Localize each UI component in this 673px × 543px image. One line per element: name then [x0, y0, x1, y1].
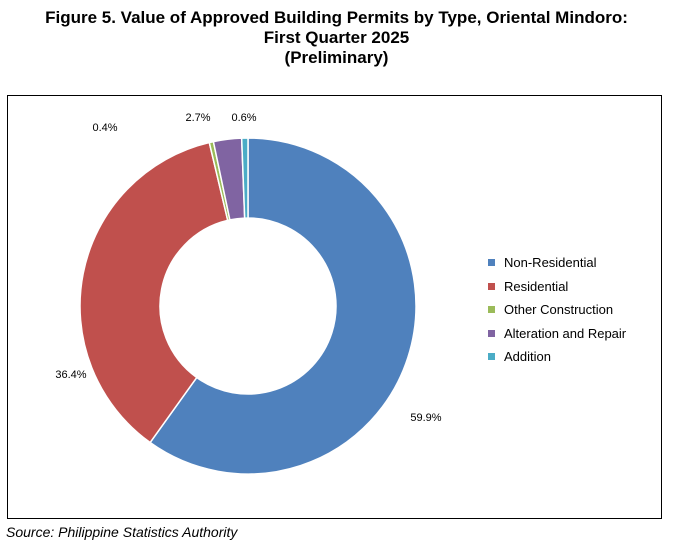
legend-swatch — [488, 282, 495, 290]
slice-addition — [240, 137, 249, 219]
legend-label: Other Construction — [504, 302, 614, 317]
data-label-non-residential: 59.9% — [410, 412, 441, 424]
legend-label: Residential — [504, 278, 569, 294]
slice-residential — [79, 141, 229, 444]
title-line-3: (Preliminary) — [284, 48, 389, 67]
source-note: Source: Philippine Statistics Authority — [6, 524, 238, 540]
data-label-residential: 36.4% — [55, 369, 86, 381]
legend-label: Alteration and Repair — [504, 325, 627, 341]
data-label-alteration-and-repair: 2.7% — [185, 112, 210, 124]
legend-label: Addition — [504, 349, 551, 364]
legend-swatch — [488, 353, 495, 361]
legend-item-alteration-and-repair: Alteration and Repair — [488, 322, 626, 346]
chart-title: Figure 5. Value of Approved Building Per… — [0, 8, 673, 68]
legend-swatch — [488, 306, 495, 314]
data-label-addition: 0.6% — [231, 112, 256, 124]
chart-frame — [7, 95, 662, 519]
legend-item-other-construction: Other Construction — [488, 298, 626, 322]
data-label-other-construction: 0.4% — [92, 122, 117, 134]
legend-item-residential: Residential — [488, 275, 626, 299]
legend-swatch — [488, 259, 495, 267]
title-line-2: First Quarter 2025 — [263, 28, 410, 47]
slice-non-residential — [149, 137, 417, 475]
legend-swatch — [488, 329, 495, 337]
legend-item-addition: Addition — [488, 345, 626, 369]
legend-label: Non-Residential — [504, 255, 597, 270]
chart-legend: Non-Residential Residential Other Construc… — [488, 251, 626, 369]
title-line-1: Figure 5. Value of Approved Building Per… — [45, 8, 628, 27]
legend-item-non-residential: Non-Residential — [488, 251, 626, 275]
